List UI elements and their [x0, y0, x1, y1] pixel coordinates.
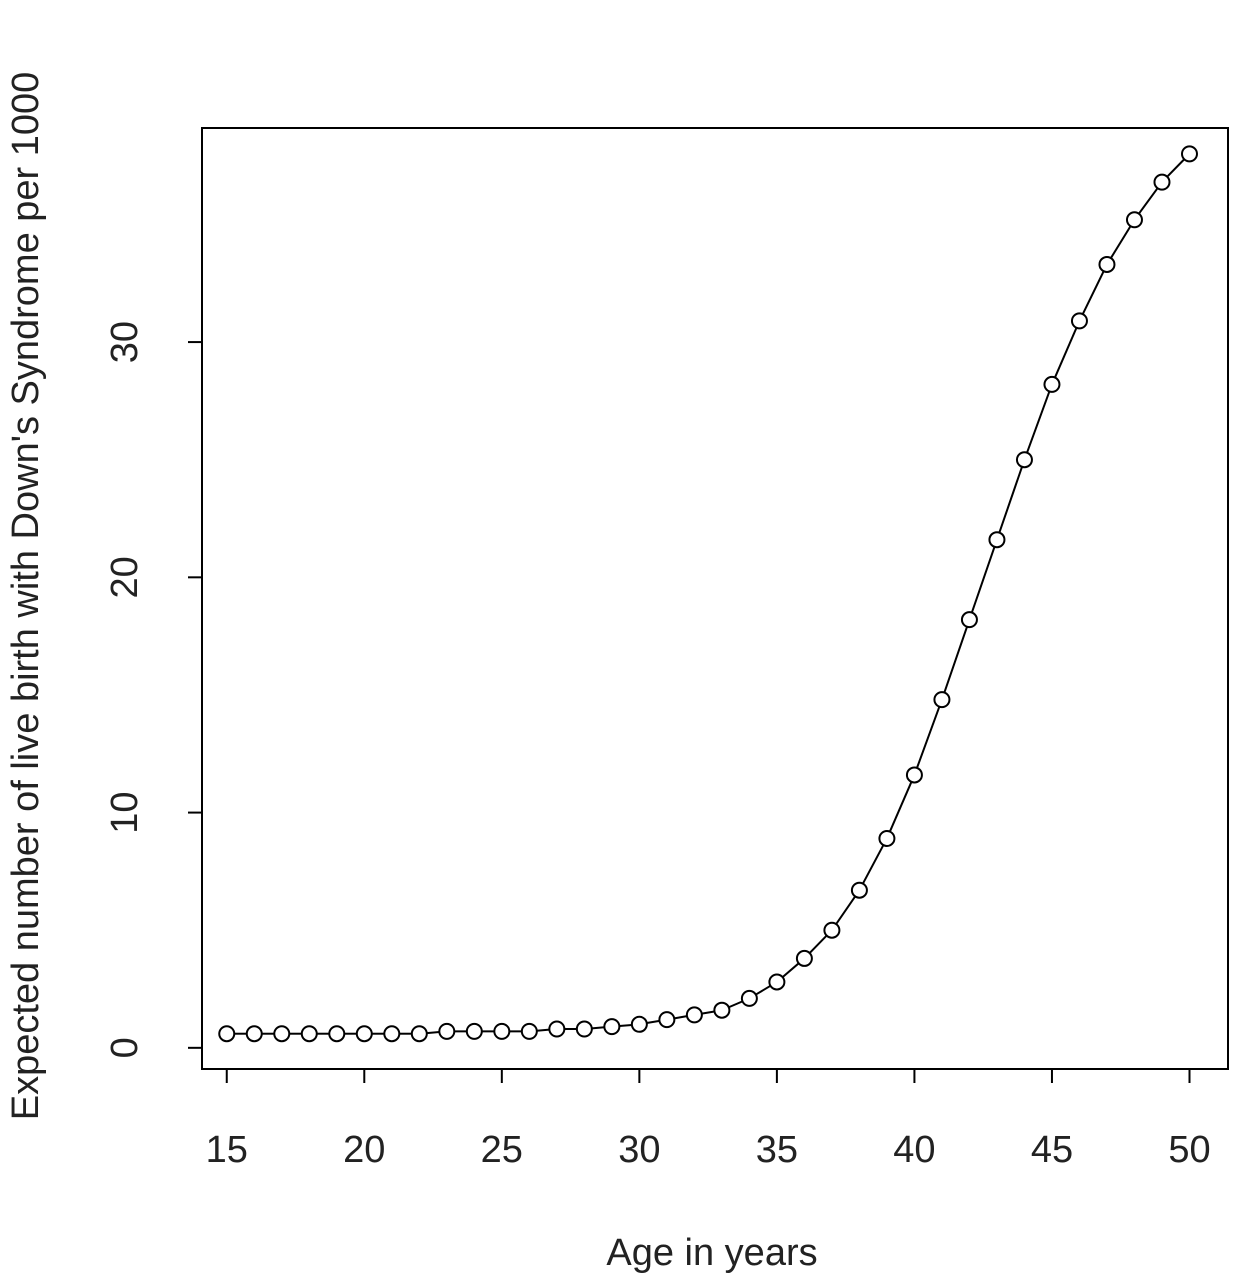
x-tick-label: 30 — [618, 1129, 660, 1171]
data-point — [1125, 211, 1143, 229]
data-point — [520, 1022, 538, 1040]
data-point — [630, 1015, 648, 1033]
data-point — [493, 1022, 511, 1040]
series-segment — [808, 934, 828, 954]
series-segment — [1054, 327, 1078, 378]
data-point — [1153, 173, 1171, 191]
data-point — [988, 531, 1006, 549]
data-point — [300, 1025, 318, 1043]
y-tick-label: 0 — [104, 1037, 146, 1058]
series-segment — [862, 844, 885, 885]
y-tick-label: 30 — [104, 321, 146, 363]
x-tick-label: 45 — [1031, 1129, 1073, 1171]
data-point — [383, 1025, 401, 1043]
x-tick-label: 40 — [893, 1129, 935, 1171]
data-point — [713, 1001, 731, 1019]
data-point — [850, 881, 868, 899]
data-point — [1043, 375, 1061, 393]
series-segment — [1166, 158, 1185, 178]
data-point — [603, 1018, 621, 1036]
y-axis: 0 10 20 30 — [104, 321, 203, 1058]
series-segment — [835, 895, 856, 925]
series-segment — [916, 706, 941, 769]
data-point — [905, 766, 923, 784]
data-point — [795, 949, 813, 967]
data-point — [658, 1011, 676, 1029]
series-segment — [426, 1031, 440, 1035]
data-point — [245, 1025, 263, 1043]
y-axis-title: Expected number of live birth with Down'… — [5, 72, 47, 1121]
data-point — [685, 1006, 703, 1024]
data-point — [1098, 255, 1116, 273]
series-segment — [619, 1023, 632, 1028]
series-segment — [1026, 391, 1051, 454]
series-segment — [536, 1028, 550, 1032]
x-tick-label: 15 — [206, 1129, 248, 1171]
series-segment — [755, 984, 771, 996]
data-point — [878, 829, 896, 847]
series-segment — [646, 1019, 660, 1025]
y-tick-label: 10 — [104, 791, 146, 833]
data-point — [1015, 451, 1033, 469]
data-point — [355, 1025, 373, 1043]
series-segment — [888, 781, 913, 832]
x-tick-label: 25 — [481, 1129, 523, 1171]
data-point — [548, 1020, 566, 1038]
data-point — [1180, 145, 1198, 163]
series-segment — [701, 1010, 715, 1015]
series-segment — [591, 1026, 605, 1030]
series-segment — [674, 1015, 688, 1020]
x-tick-label: 35 — [756, 1129, 798, 1171]
data-point — [740, 989, 758, 1007]
series-segment — [728, 1000, 743, 1009]
series — [218, 145, 1198, 1043]
data-point — [823, 921, 841, 939]
series-segment — [943, 626, 968, 693]
x-tick-label: 50 — [1168, 1129, 1210, 1171]
data-point — [768, 973, 786, 991]
data-point — [1070, 312, 1088, 330]
y-tick-label: 20 — [104, 556, 146, 598]
series-segment — [1081, 270, 1105, 315]
data-point — [960, 611, 978, 629]
x-axis-title: Age in years — [606, 1232, 817, 1274]
series-segment — [970, 546, 996, 613]
series-segment — [1138, 187, 1159, 215]
x-axis: 15 20 25 30 35 40 45 50 — [206, 1068, 1211, 1171]
data-point — [465, 1022, 483, 1040]
plot-frame — [201, 127, 1229, 1070]
series-segment — [781, 962, 800, 978]
data-point — [218, 1025, 236, 1043]
data-point — [933, 691, 951, 709]
data-point — [575, 1020, 593, 1038]
data-point — [438, 1022, 456, 1040]
x-tick-label: 20 — [343, 1129, 385, 1171]
data-point — [410, 1025, 428, 1043]
data-point — [273, 1025, 291, 1043]
series-segment — [1110, 225, 1132, 259]
data-point — [328, 1025, 346, 1043]
series-segment — [998, 466, 1023, 533]
